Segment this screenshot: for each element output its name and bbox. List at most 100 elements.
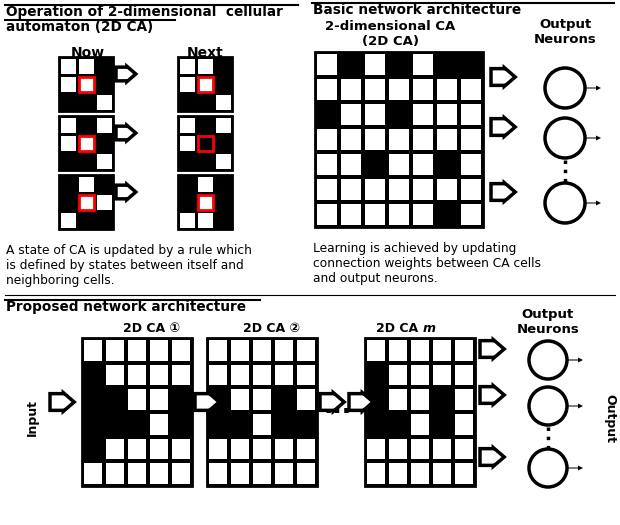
Bar xyxy=(367,414,385,435)
Bar xyxy=(455,340,473,361)
Bar xyxy=(275,390,293,410)
Bar xyxy=(275,365,293,385)
Polygon shape xyxy=(116,66,136,82)
Bar xyxy=(216,58,231,74)
Bar xyxy=(106,414,124,435)
Bar xyxy=(172,340,190,361)
Bar xyxy=(461,129,481,150)
Bar xyxy=(389,204,409,225)
Bar xyxy=(433,390,451,410)
Bar xyxy=(106,464,124,484)
Text: Output
Neurons: Output Neurons xyxy=(534,18,596,46)
Bar xyxy=(253,390,271,410)
Bar xyxy=(231,340,249,361)
Circle shape xyxy=(545,68,585,108)
Polygon shape xyxy=(491,118,515,136)
Bar xyxy=(216,153,231,169)
Bar xyxy=(341,54,361,75)
Bar xyxy=(84,365,102,385)
Polygon shape xyxy=(320,393,344,412)
Bar xyxy=(389,154,409,175)
Bar xyxy=(209,390,227,410)
Bar xyxy=(82,338,192,486)
Bar xyxy=(172,414,190,435)
Text: 2D CA ②: 2D CA ② xyxy=(244,322,301,335)
Bar xyxy=(84,464,102,484)
Bar xyxy=(106,390,124,410)
Bar xyxy=(209,340,227,361)
Bar xyxy=(341,154,361,175)
Bar xyxy=(461,154,481,175)
Text: Next: Next xyxy=(187,46,223,60)
Bar xyxy=(150,340,168,361)
Bar xyxy=(413,204,433,225)
Text: ···: ··· xyxy=(324,400,352,424)
Bar xyxy=(413,129,433,150)
Bar xyxy=(341,79,361,100)
Bar xyxy=(437,79,457,100)
Bar xyxy=(128,340,146,361)
Bar xyxy=(365,79,385,100)
Bar xyxy=(455,365,473,385)
Bar xyxy=(461,104,481,125)
Bar xyxy=(61,213,76,227)
Bar xyxy=(433,439,451,459)
Bar xyxy=(389,79,409,100)
Bar xyxy=(198,176,213,192)
Bar xyxy=(365,154,385,175)
Bar xyxy=(180,135,195,151)
Polygon shape xyxy=(480,386,504,404)
Bar xyxy=(461,54,481,75)
Text: Proposed network architecture: Proposed network architecture xyxy=(6,300,246,314)
Bar xyxy=(172,439,190,459)
Text: Input: Input xyxy=(25,400,38,436)
Bar xyxy=(411,390,429,410)
Bar xyxy=(455,390,473,410)
Bar xyxy=(317,204,337,225)
Bar xyxy=(216,77,231,91)
Bar xyxy=(150,439,168,459)
Bar xyxy=(315,52,483,227)
Bar xyxy=(61,153,76,169)
Circle shape xyxy=(545,118,585,158)
Bar xyxy=(317,179,337,200)
FancyArrow shape xyxy=(567,466,583,470)
Circle shape xyxy=(529,387,567,425)
Bar xyxy=(97,94,112,110)
Bar xyxy=(79,118,94,132)
Circle shape xyxy=(545,183,585,223)
Bar xyxy=(97,58,112,74)
Bar xyxy=(198,153,213,169)
Bar xyxy=(317,79,337,100)
Bar xyxy=(59,116,113,170)
Bar xyxy=(461,204,481,225)
Bar xyxy=(297,439,315,459)
Bar xyxy=(433,365,451,385)
Bar xyxy=(97,194,112,209)
Bar xyxy=(411,439,429,459)
Bar xyxy=(253,365,271,385)
Bar xyxy=(178,175,232,229)
Bar xyxy=(180,213,195,227)
Bar xyxy=(79,153,94,169)
Bar xyxy=(367,390,385,410)
Bar xyxy=(84,414,102,435)
Bar xyxy=(411,365,429,385)
Bar xyxy=(231,365,249,385)
Bar xyxy=(437,104,457,125)
Bar xyxy=(79,94,94,110)
Bar xyxy=(106,365,124,385)
Bar xyxy=(365,104,385,125)
Bar xyxy=(317,54,337,75)
Bar xyxy=(411,464,429,484)
Bar xyxy=(97,153,112,169)
Bar xyxy=(180,176,195,192)
Bar xyxy=(97,135,112,151)
Bar xyxy=(198,58,213,74)
Bar xyxy=(97,176,112,192)
Bar xyxy=(437,204,457,225)
Bar xyxy=(413,179,433,200)
Bar xyxy=(216,94,231,110)
Bar xyxy=(341,104,361,125)
Bar xyxy=(79,213,94,227)
